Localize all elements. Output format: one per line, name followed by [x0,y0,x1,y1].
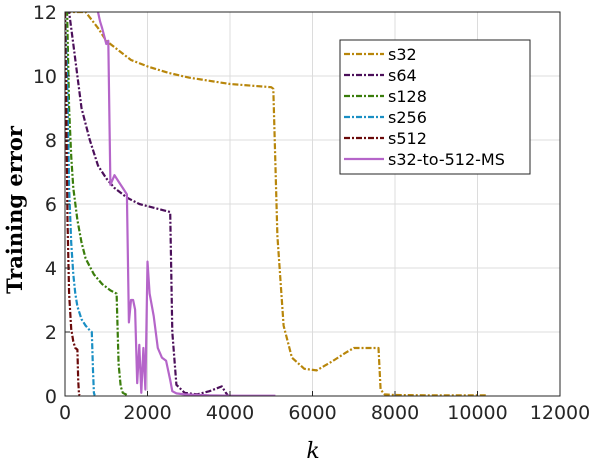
y-tick-label: 12 [33,2,57,24]
legend-label: s32 [388,45,417,64]
series-layer [65,12,486,396]
y-axis-label: Training error [2,125,27,294]
series-line-s32-to-512-ms [96,12,276,396]
y-tick-label: 2 [45,322,57,344]
legend-label: s512 [388,129,427,148]
series-line-s512 [65,12,81,396]
y-tick-label: 10 [33,66,57,88]
x-tick-label: 0 [59,402,71,424]
x-tick-label: 12000 [530,402,590,424]
x-tick-label: 4000 [206,402,254,424]
series-line-s128 [65,12,128,396]
legend-label: s256 [388,108,427,127]
legend-label: s128 [388,87,427,106]
series-line-s64 [65,12,229,396]
x-tick-label: 10000 [447,402,507,424]
legend-label: s32-to-512-MS [388,150,505,169]
series-line-s256 [65,12,96,396]
series-line-s32 [65,12,486,396]
y-tick-label: 8 [45,130,57,152]
legend: s32 s64 s128 s256 s512 s32-to-512-MS [339,39,531,175]
x-tick-label: 8000 [371,402,419,424]
y-tick-label: 4 [45,258,57,280]
x-tick-label: 6000 [288,402,336,424]
x-tick-label: 2000 [123,402,171,424]
x-axis-label: k [306,439,319,464]
y-tick-label: 6 [45,194,57,216]
legend-label: s64 [388,66,417,85]
axis-ticks: 0 2000 4000 6000 8000 10000 12000 0 2 4 6 8 10 12 [33,2,590,424]
y-tick-label: 0 [45,386,57,408]
legend-box [339,39,531,175]
